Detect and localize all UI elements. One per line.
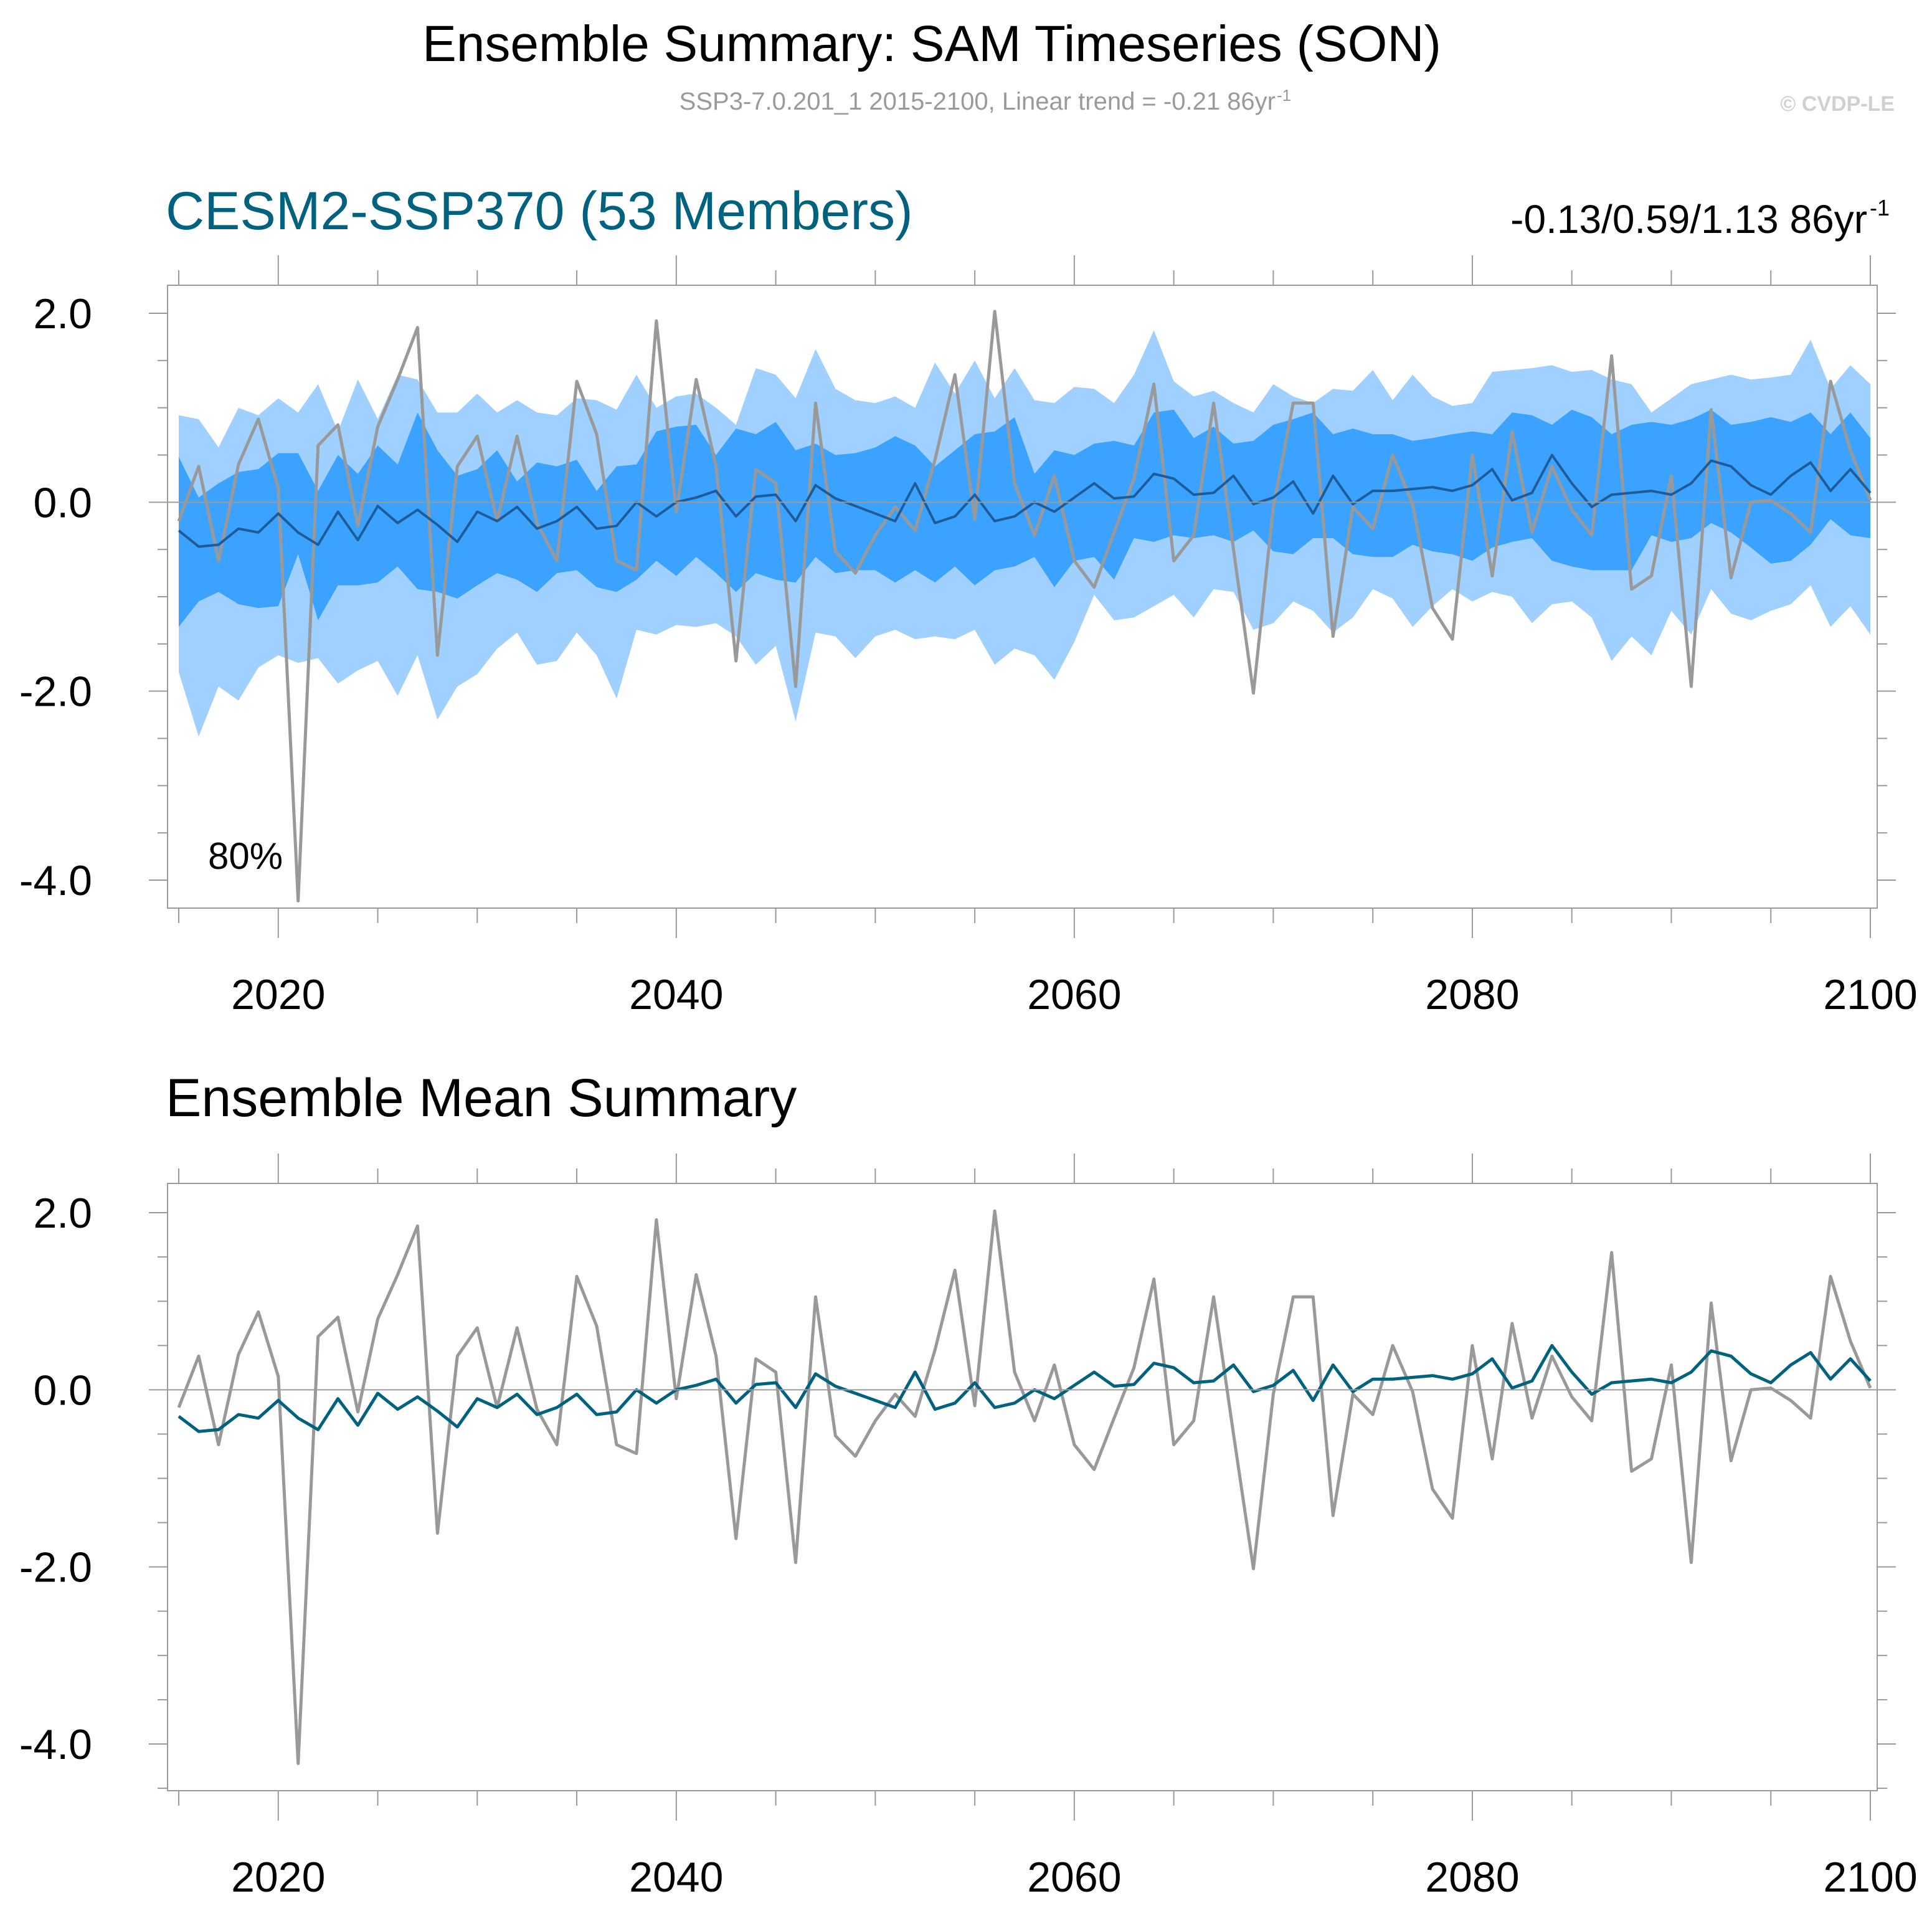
y-tick-label-top: -4.0 bbox=[19, 857, 92, 904]
ensemble-range-inner-band bbox=[179, 409, 1870, 627]
ensemble-mean-line bbox=[178, 1343, 1872, 1433]
subtitle-main: SSP3-7.0.201_1 2015-2100, Linear trend =… bbox=[680, 88, 1276, 115]
x-tick-label-top: 2080 bbox=[1425, 971, 1519, 1018]
axes-bottom: 2.0 0.0 -2.0 -4.0 2020 2040 2060 2080 2100 bbox=[19, 1154, 1918, 1901]
plot-area-bottom bbox=[177, 1209, 1872, 1765]
y-tick-label-top: 2.0 bbox=[33, 290, 92, 338]
x-tick-label-bottom: 2020 bbox=[231, 1854, 325, 1901]
figure-title: Ensemble Summary: SAM Timeseries (SON) bbox=[422, 16, 1441, 72]
panel-title-mean: Ensemble Mean Summary bbox=[166, 1068, 797, 1128]
plot-area-top bbox=[177, 310, 1872, 903]
x-tick-label-bottom: 2100 bbox=[1823, 1854, 1917, 1901]
y-tick-label-bottom: 0.0 bbox=[33, 1367, 92, 1414]
x-tick-label-bottom: 2080 bbox=[1425, 1854, 1519, 1901]
subtitle-exponent: -1 bbox=[1277, 86, 1291, 105]
trend-stats: -0.13/0.59/1.13 86yr bbox=[1510, 197, 1867, 242]
x-tick-label-top: 2040 bbox=[629, 971, 723, 1018]
observation-line bbox=[177, 1209, 1872, 1765]
figure-subtitle: SSP3-7.0.201_1 2015-2100, Linear trend =… bbox=[680, 88, 1276, 115]
percentile-label: 80% bbox=[208, 835, 283, 877]
y-tick-label-bottom: -2.0 bbox=[19, 1544, 92, 1591]
axes-top: 2.0 0.0 -2.0 -4.0 2020 2040 2060 2080 2100 bbox=[19, 255, 1918, 1018]
panel-title-cesm2: CESM2-SSP370 (53 Members) bbox=[166, 181, 913, 241]
x-tick-label-bottom: 2040 bbox=[629, 1854, 723, 1901]
ensemble-mean-line bbox=[178, 453, 1872, 548]
y-tick-label-top: 0.0 bbox=[33, 479, 92, 526]
x-tick-label-bottom: 2060 bbox=[1027, 1854, 1121, 1901]
panel-ensemble-mean: Ensemble Mean Summary 2.0 0.0 -2.0 -4.0 2020… bbox=[19, 1068, 1918, 1901]
x-tick-label-top: 2060 bbox=[1027, 971, 1121, 1018]
copyright-watermark: © CVDP-LE bbox=[1780, 92, 1895, 116]
y-tick-label-top: -2.0 bbox=[19, 668, 92, 716]
trend-stats-exponent: -1 bbox=[1870, 195, 1890, 220]
x-tick-label-top: 2020 bbox=[231, 971, 325, 1018]
panel-ensemble-spread: CESM2-SSP370 (53 Members) -0.13/0.59/1.1… bbox=[19, 181, 1918, 1018]
y-tick-label-bottom: 2.0 bbox=[33, 1190, 92, 1237]
y-tick-label-bottom: -4.0 bbox=[19, 1721, 92, 1768]
x-tick-label-top: 2100 bbox=[1823, 971, 1917, 1018]
plot-frame-bottom bbox=[167, 1183, 1878, 1791]
